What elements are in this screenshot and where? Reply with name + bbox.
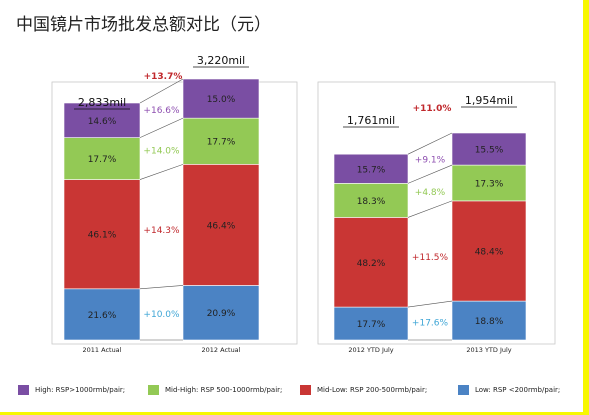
legend-item-mid-low: Mid-Low: RSP 200-500rmb/pair;	[300, 384, 427, 396]
data-label: 17.7%	[207, 138, 236, 148]
legend-item-low: Low: RSP <200rmb/pair;	[458, 384, 560, 396]
category-label: 2013 YTD July	[466, 346, 511, 354]
bar-segment-high	[333, 153, 409, 184]
total-label: 1,761mil	[347, 114, 395, 127]
data-label: 46.4%	[207, 221, 236, 231]
data-label: 15.0%	[207, 95, 236, 105]
legend-swatch	[458, 385, 469, 395]
total-label: 1,954mil	[465, 94, 513, 107]
data-label: 17.3%	[475, 179, 504, 189]
bar-segment-mid-high	[333, 183, 409, 218]
bar-segment-mid-high	[451, 164, 527, 202]
data-label: 48.4%	[475, 247, 504, 257]
connector-line	[139, 78, 184, 104]
connector-line	[407, 164, 453, 184]
legend-item-high: High: RSP>1000rmb/pair;	[18, 384, 125, 396]
bar-segment-high	[182, 78, 260, 119]
panel-frame-right	[317, 81, 556, 345]
bar-segment-mid-high	[63, 137, 141, 180]
data-label: 17.7%	[357, 320, 386, 330]
data-label: 46.1%	[88, 231, 117, 241]
bar-segment-high	[451, 132, 527, 166]
data-label: 14.6%	[88, 117, 117, 127]
data-label: 18.3%	[357, 197, 386, 207]
data-label: 20.9%	[207, 309, 236, 319]
legend: High: RSP>1000rmb/pair; Mid-High: RSP 500…	[0, 378, 583, 402]
data-label: 17.7%	[88, 155, 117, 165]
growth-label-high: +9.1%	[415, 155, 446, 165]
chart-title: 中国镜片市场批发总额对比（元）	[16, 15, 271, 35]
data-label: 48.2%	[357, 259, 386, 269]
total-label: 2,833mil	[78, 96, 126, 109]
category-label: 2012 Actual	[202, 346, 241, 354]
data-label: 15.5%	[475, 146, 504, 156]
growth-label-mid-high: +14.0%	[143, 146, 180, 156]
growth-label-high: +16.6%	[143, 106, 180, 116]
panel-frame-left	[51, 81, 298, 345]
connector-line	[407, 132, 453, 155]
bar-segment-mid-low	[182, 164, 260, 286]
growth-label-mid-high: +4.8%	[415, 188, 446, 198]
connector-line	[139, 117, 184, 138]
bar-segment-mid-high	[182, 117, 260, 165]
bar-segment-mid-low	[333, 217, 409, 308]
total-label: 3,220mil	[197, 54, 245, 67]
connector-line	[407, 200, 453, 218]
data-label: 21.6%	[88, 311, 117, 321]
legend-swatch	[300, 385, 311, 395]
legend-label: Low: RSP <200rmb/pair;	[475, 386, 561, 394]
growth-label-mid-low: +11.5%	[412, 253, 449, 263]
connector-line	[407, 300, 453, 308]
total-growth-label: +11.0%	[413, 104, 452, 114]
connector-line	[139, 285, 184, 290]
bar-segment-mid-low	[451, 200, 527, 302]
bar-segment-low	[63, 288, 141, 341]
legend-item-mid-high: Mid-High: RSP 500-1000rmb/pair;	[148, 384, 282, 396]
category-label: 2011 Actual	[83, 346, 122, 354]
legend-swatch	[148, 385, 159, 395]
connector-line	[139, 164, 184, 180]
legend-label: Mid-High: RSP 500-1000rmb/pair;	[165, 386, 283, 394]
data-label: 15.7%	[357, 165, 386, 175]
growth-label-mid-low: +14.3%	[143, 226, 180, 236]
growth-label-low: +17.6%	[412, 319, 449, 329]
growth-label-low: +10.0%	[143, 310, 180, 320]
total-growth-label: +13.7%	[144, 72, 183, 82]
legend-label: Mid-Low: RSP 200-500rmb/pair;	[317, 386, 428, 394]
bar-segment-low	[182, 285, 260, 341]
legend-swatch	[18, 385, 29, 395]
chart-canvas: 21.6% 46.1% 17.7% 14.6% 2,833mil 2011 Actual 2…	[51, 54, 556, 354]
legend-label: High: RSP>1000rmb/pair;	[35, 386, 126, 394]
data-label: 18.8%	[475, 317, 504, 327]
category-label: 2012 YTD July	[348, 346, 393, 354]
